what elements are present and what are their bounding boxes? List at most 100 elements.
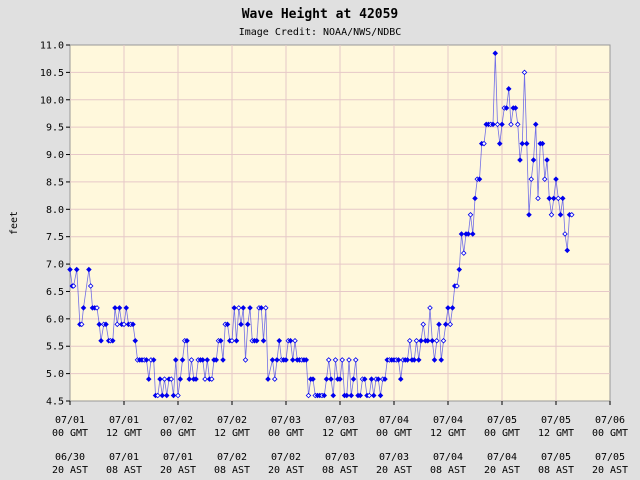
- data-point: [467, 212, 474, 218]
- data-point: [375, 376, 382, 382]
- y-tick-label: 10.0: [40, 95, 64, 106]
- data-point: [348, 392, 355, 399]
- data-point: [150, 357, 157, 363]
- data-point: [442, 321, 449, 328]
- data-point: [224, 321, 231, 328]
- data-point: [208, 376, 215, 382]
- data-point: [247, 305, 253, 311]
- data-point: [96, 321, 103, 328]
- data-point: [109, 337, 116, 344]
- x-tick-label-ast: 20 AST: [52, 465, 88, 476]
- x-tick-label-gmt: 07/01: [109, 415, 139, 426]
- data-point: [86, 266, 92, 273]
- data-point: [112, 305, 118, 311]
- y-tick-label: 9.5: [46, 123, 64, 134]
- data-point: [276, 337, 283, 344]
- x-tick-label-ast: 20 AST: [160, 465, 196, 476]
- data-point: [154, 392, 161, 399]
- data-point: [530, 157, 537, 163]
- data-point: [269, 357, 276, 363]
- data-point: [157, 376, 163, 382]
- x-tick-label-gmt: 00 GMT: [376, 428, 412, 439]
- data-point: [550, 195, 557, 202]
- data-point: [343, 392, 350, 399]
- data-point: [159, 392, 166, 399]
- data-point: [460, 250, 467, 256]
- data-point: [204, 357, 211, 363]
- data-point: [411, 357, 418, 363]
- data-point: [179, 357, 186, 363]
- data-point: [559, 195, 566, 202]
- data-point: [544, 157, 550, 163]
- x-tick-label-gmt: 00 GMT: [268, 428, 304, 439]
- data-point: [94, 305, 100, 311]
- x-tick-label-ast: 08 AST: [322, 465, 358, 476]
- data-point: [213, 357, 220, 363]
- data-point: [382, 376, 388, 382]
- data-point: [70, 283, 77, 289]
- x-tick-label-gmt: 07/01: [55, 415, 85, 426]
- data-point: [303, 357, 310, 363]
- data-point: [103, 321, 109, 328]
- data-point: [80, 305, 87, 311]
- data-point: [535, 195, 541, 202]
- data-point: [305, 392, 312, 399]
- data-point: [508, 121, 514, 128]
- data-point: [231, 305, 238, 311]
- x-tick-label-ast: 08 AST: [538, 465, 574, 476]
- data-point: [184, 337, 190, 344]
- x-tick-label-gmt: 00 GMT: [592, 428, 628, 439]
- x-tick-label-ast: 08 AST: [430, 465, 466, 476]
- x-tick-label-ast: 07/03: [325, 452, 355, 463]
- x-tick-label-gmt: 00 GMT: [160, 428, 196, 439]
- x-tick-label-gmt: 07/04: [379, 415, 409, 426]
- data-point: [199, 357, 206, 363]
- x-axis-ticks: 07/01 00 GMT 06/30 20 AST 07/01 12 GMT 07/01 08…: [52, 401, 628, 476]
- data-point: [323, 376, 330, 382]
- data-point: [548, 212, 555, 218]
- y-tick-label: 8.5: [46, 177, 64, 188]
- data-point: [123, 305, 130, 311]
- data-point: [436, 321, 442, 328]
- data-point: [145, 376, 152, 382]
- data-point: [532, 121, 539, 128]
- y-tick-label: 5.0: [46, 369, 64, 380]
- data-point: [235, 305, 242, 311]
- data-point: [114, 321, 121, 328]
- data-point: [523, 140, 530, 147]
- x-tick-label-ast: 07/05: [595, 452, 625, 463]
- x-tick-label-gmt: 07/04: [433, 415, 463, 426]
- data-point: [429, 337, 436, 344]
- data-point: [233, 337, 240, 344]
- data-point: [427, 305, 433, 311]
- x-tick-label-gmt: 00 GMT: [484, 428, 520, 439]
- data-point: [499, 121, 505, 128]
- x-tick-label-ast: 08 AST: [106, 465, 142, 476]
- series-wave-height: [67, 50, 575, 399]
- y-tick-label: 5.5: [46, 342, 64, 353]
- data-point: [395, 357, 402, 363]
- x-tick-label-gmt: 07/05: [487, 415, 517, 426]
- y-tick-label: 8.0: [46, 205, 64, 216]
- y-axis-label: feet: [9, 211, 20, 235]
- x-tick-label-ast: 07/04: [487, 452, 517, 463]
- data-point: [161, 376, 168, 382]
- data-point: [562, 231, 568, 237]
- x-tick-label-gmt: 07/06: [595, 415, 625, 426]
- data-point: [553, 176, 559, 182]
- data-point: [431, 357, 438, 363]
- data-point: [512, 105, 519, 111]
- data-point: [557, 212, 564, 218]
- data-point: [244, 321, 251, 328]
- data-point: [514, 121, 521, 128]
- data-point: [170, 392, 177, 399]
- x-tick-label-ast: 07/05: [541, 452, 571, 463]
- data-point: [287, 337, 294, 344]
- data-point: [366, 392, 373, 399]
- data-point: [357, 392, 364, 399]
- data-point: [481, 140, 487, 147]
- data-point: [449, 305, 456, 311]
- data-point: [361, 376, 368, 382]
- data-point: [564, 247, 571, 254]
- data-point: [517, 157, 523, 163]
